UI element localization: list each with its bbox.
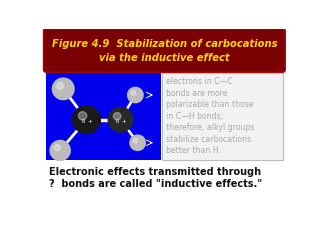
Circle shape (113, 113, 121, 120)
Circle shape (108, 107, 133, 132)
Circle shape (54, 145, 60, 151)
FancyBboxPatch shape (44, 29, 285, 72)
Circle shape (57, 83, 63, 89)
Circle shape (131, 90, 135, 95)
Text: δ: δ (82, 119, 85, 124)
Text: Figure 4.9  Stabilization of carbocations: Figure 4.9 Stabilization of carbocations (52, 39, 277, 49)
Circle shape (52, 78, 74, 100)
Text: via the inductive effect: via the inductive effect (99, 53, 230, 63)
Text: ?  bonds are called "inductive effects.": ? bonds are called "inductive effects." (49, 179, 262, 189)
Circle shape (128, 87, 143, 103)
Text: +: + (87, 119, 92, 124)
FancyBboxPatch shape (46, 73, 161, 160)
Text: in C—H bonds;: in C—H bonds; (165, 112, 223, 121)
Text: polarizable than those: polarizable than those (165, 100, 253, 109)
Text: stabilize carbocations: stabilize carbocations (165, 135, 251, 144)
Circle shape (78, 112, 87, 120)
Circle shape (133, 138, 138, 143)
Circle shape (73, 106, 100, 133)
Text: bonds are more: bonds are more (165, 89, 227, 98)
FancyBboxPatch shape (162, 73, 283, 161)
Circle shape (130, 135, 145, 150)
Text: electrons in C—C: electrons in C—C (165, 78, 232, 86)
Text: Electronic effects transmitted through: Electronic effects transmitted through (49, 167, 261, 177)
Circle shape (50, 140, 70, 161)
Text: +: + (121, 119, 126, 124)
Text: therefore, alkyl groups: therefore, alkyl groups (165, 123, 254, 132)
Text: δ: δ (116, 119, 119, 124)
Text: better than H.: better than H. (165, 146, 220, 156)
